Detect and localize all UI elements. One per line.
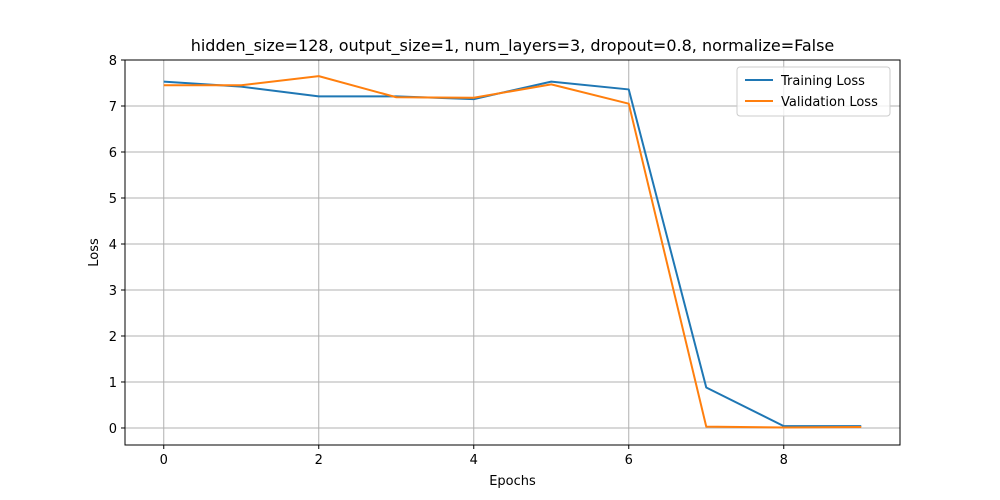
y-tick-label: 1 <box>109 376 117 391</box>
legend-label: Training Loss <box>780 74 865 89</box>
x-axis-label: Epochs <box>489 474 536 489</box>
legend-box <box>736 66 891 117</box>
y-tick-label: 3 <box>109 284 117 299</box>
x-tick-label: 2 <box>315 453 323 468</box>
x-tick-label: 8 <box>780 453 788 468</box>
y-tick-label: 7 <box>109 100 117 115</box>
y-axis-label: Loss <box>87 238 102 267</box>
y-tick-label: 2 <box>109 330 117 345</box>
x-tick-label: 4 <box>470 453 478 468</box>
axis-ticks: 0 2 4 6 8 0 1 2 3 4 5 6 7 8 <box>109 54 788 468</box>
series-lines <box>163 75 862 429</box>
chart-title: hidden_size=128, output_size=1, num_laye… <box>191 36 835 56</box>
y-tick-label: 8 <box>109 54 117 69</box>
series-line-validation-loss <box>163 75 862 429</box>
y-tick-label: 0 <box>109 422 117 437</box>
legend-label: Validation Loss <box>781 95 878 110</box>
y-tick-label: 5 <box>109 192 117 207</box>
legend: Training Loss Validation Loss <box>736 66 891 117</box>
x-tick-label: 6 <box>625 453 633 468</box>
y-tick-label: 6 <box>109 146 117 161</box>
plot-frame <box>124 59 901 446</box>
x-tick-label: 0 <box>160 453 168 468</box>
y-tick-label: 4 <box>109 238 117 253</box>
